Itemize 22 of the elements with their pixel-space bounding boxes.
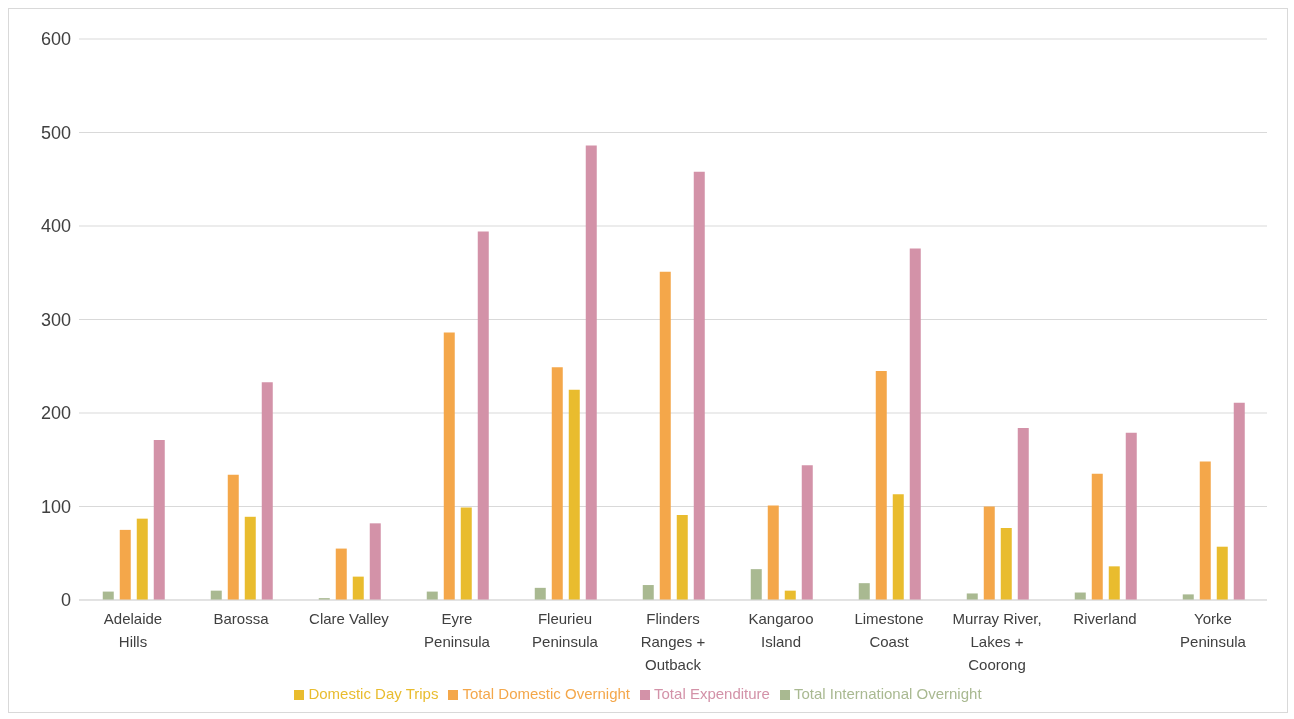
x-tick-label: Kangaroo Island xyxy=(748,610,814,650)
x-tick-label: Barossa xyxy=(213,610,270,627)
x-tick-label: Flinders Ranges + Outback xyxy=(640,610,706,673)
y-tick-label: 100 xyxy=(40,496,71,517)
x-tick-label: Clare Valley xyxy=(309,610,390,627)
x-tick-label: Yorke Peninsula xyxy=(1180,610,1247,650)
x-tick-label: Riverland xyxy=(1073,610,1137,627)
x-tick-label: Murray River, Lakes + Coorong xyxy=(952,610,1042,673)
legend-label: Domestic Day Trips xyxy=(308,685,439,702)
x-tick-label: Eyre Peninsula xyxy=(424,610,491,650)
y-tick-label: 0 xyxy=(60,590,71,611)
y-tick-label: 300 xyxy=(40,309,71,330)
y-tick-label: 600 xyxy=(40,29,71,50)
y-tick-label: 200 xyxy=(40,403,71,424)
legend-label: Total Expenditure xyxy=(654,685,770,702)
x-tick-label: Fleurieu Peninsula xyxy=(532,610,599,650)
y-tick-label: 500 xyxy=(40,122,71,143)
x-tick-label: Limestone Coast xyxy=(854,610,924,650)
legend-label: Total Domestic Overnight xyxy=(462,685,631,702)
legend-label: Total International Overnight xyxy=(793,685,982,702)
x-tick-label: Adelaide Hills xyxy=(103,610,163,650)
y-tick-label: 400 xyxy=(40,216,71,237)
